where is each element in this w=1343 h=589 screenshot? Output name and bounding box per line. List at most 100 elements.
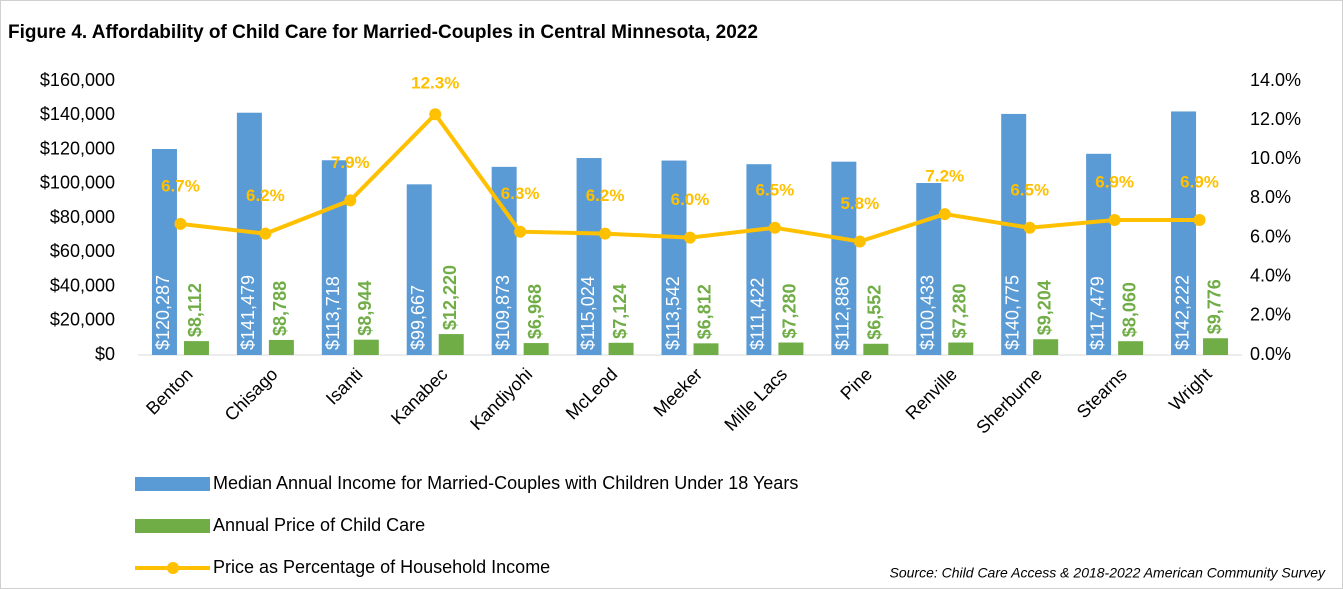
bar: [863, 343, 889, 355]
y2-tick-label: 4.0%: [1250, 265, 1291, 285]
y2-tick-label: 12.0%: [1250, 109, 1301, 129]
y-tick-label: $160,000: [40, 70, 115, 90]
legend-label: Median Annual Income for Married-Couples…: [213, 473, 798, 493]
line-point: [514, 225, 527, 238]
bar: [778, 342, 804, 355]
line-point: [853, 235, 866, 248]
legend-swatch: [135, 519, 210, 533]
value-label: $8,112: [185, 283, 205, 337]
y-tick-label: $100,000: [40, 173, 115, 193]
line-point: [174, 217, 187, 230]
bar: [151, 149, 177, 355]
value-label: 7.2%: [925, 167, 964, 186]
value-label: $7,124: [610, 284, 630, 339]
value-label: $141,479: [238, 275, 258, 350]
value-label: 6.7%: [161, 176, 200, 195]
bar: [1033, 339, 1059, 355]
bar: [353, 339, 379, 355]
value-label: $113,718: [323, 276, 343, 350]
legend-swatch: [167, 562, 179, 574]
legend-label: Annual Price of Child Care: [213, 515, 425, 535]
bar: [1086, 153, 1112, 355]
value-label: 6.2%: [586, 186, 625, 205]
source: Source: Child Care Access & 2018-2022 Am…: [890, 565, 1326, 581]
value-label: $8,060: [1119, 282, 1139, 337]
line-point: [1108, 213, 1121, 226]
value-label: $99,667: [408, 285, 428, 350]
bar: [1203, 338, 1229, 355]
value-label: $7,280: [780, 283, 800, 338]
value-label: 12.3%: [411, 73, 459, 92]
bar: [321, 160, 347, 355]
line-point: [1193, 213, 1206, 226]
value-label: $6,552: [865, 285, 885, 340]
value-label: $12,220: [440, 265, 460, 330]
bar: [916, 183, 942, 355]
bar: [183, 341, 209, 355]
legend-label: Price as Percentage of Household Income: [213, 557, 550, 577]
value-label: 6.2%: [246, 186, 285, 205]
value-label: 6.5%: [756, 180, 795, 199]
bar: [831, 161, 857, 355]
value-label: 6.0%: [671, 190, 710, 209]
line-point: [429, 108, 442, 121]
line-point: [599, 227, 612, 240]
bar: [693, 343, 719, 355]
bar: [406, 184, 432, 355]
bar: [268, 339, 294, 355]
line-point: [344, 194, 357, 207]
bar: [948, 342, 974, 355]
value-label: $6,812: [695, 284, 715, 339]
y-tick-label: $0: [95, 344, 115, 364]
value-label: 7.9%: [331, 153, 370, 172]
value-label: 6.3%: [501, 184, 540, 203]
value-label: $6,968: [525, 284, 545, 339]
value-label: $8,944: [355, 281, 375, 336]
bar: [608, 342, 634, 355]
value-label: 6.5%: [1010, 180, 1049, 199]
y2-tick-label: 0.0%: [1250, 344, 1291, 364]
value-label: 6.9%: [1180, 172, 1219, 191]
bar: [523, 343, 549, 355]
chart-title: Figure 4. Affordability of Child Care fo…: [8, 22, 758, 43]
y2-tick-label: 6.0%: [1250, 226, 1291, 246]
bar: [1171, 111, 1197, 355]
line-point: [938, 208, 951, 221]
y2-tick-label: 10.0%: [1250, 148, 1301, 168]
y2-tick-label: 8.0%: [1250, 187, 1291, 207]
value-label: $111,422: [748, 278, 768, 350]
bar: [438, 334, 464, 355]
value-label: $9,776: [1204, 279, 1224, 334]
value-label: $120,287: [153, 275, 173, 350]
value-label: $140,775: [1002, 275, 1022, 350]
y-tick-label: $20,000: [50, 310, 115, 330]
bar: [576, 158, 602, 355]
y-tick-label: $60,000: [50, 241, 115, 261]
value-label: $7,280: [950, 283, 970, 338]
value-label: 6.9%: [1095, 172, 1134, 191]
bar: [1001, 113, 1027, 355]
value-label: 5.8%: [840, 194, 879, 213]
bar: [746, 164, 772, 355]
y2-tick-label: 2.0%: [1250, 305, 1291, 325]
line-point: [684, 231, 696, 244]
line-point: [259, 227, 272, 240]
y-tick-label: $140,000: [40, 104, 115, 124]
bar: [661, 160, 687, 355]
value-label: $112,886: [833, 276, 853, 350]
value-label: $115,024: [578, 276, 598, 350]
value-label: $109,873: [493, 275, 513, 350]
y-tick-label: $120,000: [40, 138, 115, 158]
legend-swatch: [135, 477, 210, 491]
y-tick-label: $40,000: [50, 275, 115, 295]
value-label: $113,542: [663, 276, 683, 350]
value-label: $142,222: [1172, 275, 1192, 350]
value-label: $117,479: [1087, 276, 1107, 350]
line-point: [768, 221, 781, 234]
y-tick-label: $80,000: [50, 207, 115, 227]
line-point: [1023, 221, 1036, 234]
value-label: $9,204: [1034, 280, 1054, 335]
y2-tick-label: 14.0%: [1250, 70, 1301, 90]
value-label: $8,788: [270, 281, 290, 336]
